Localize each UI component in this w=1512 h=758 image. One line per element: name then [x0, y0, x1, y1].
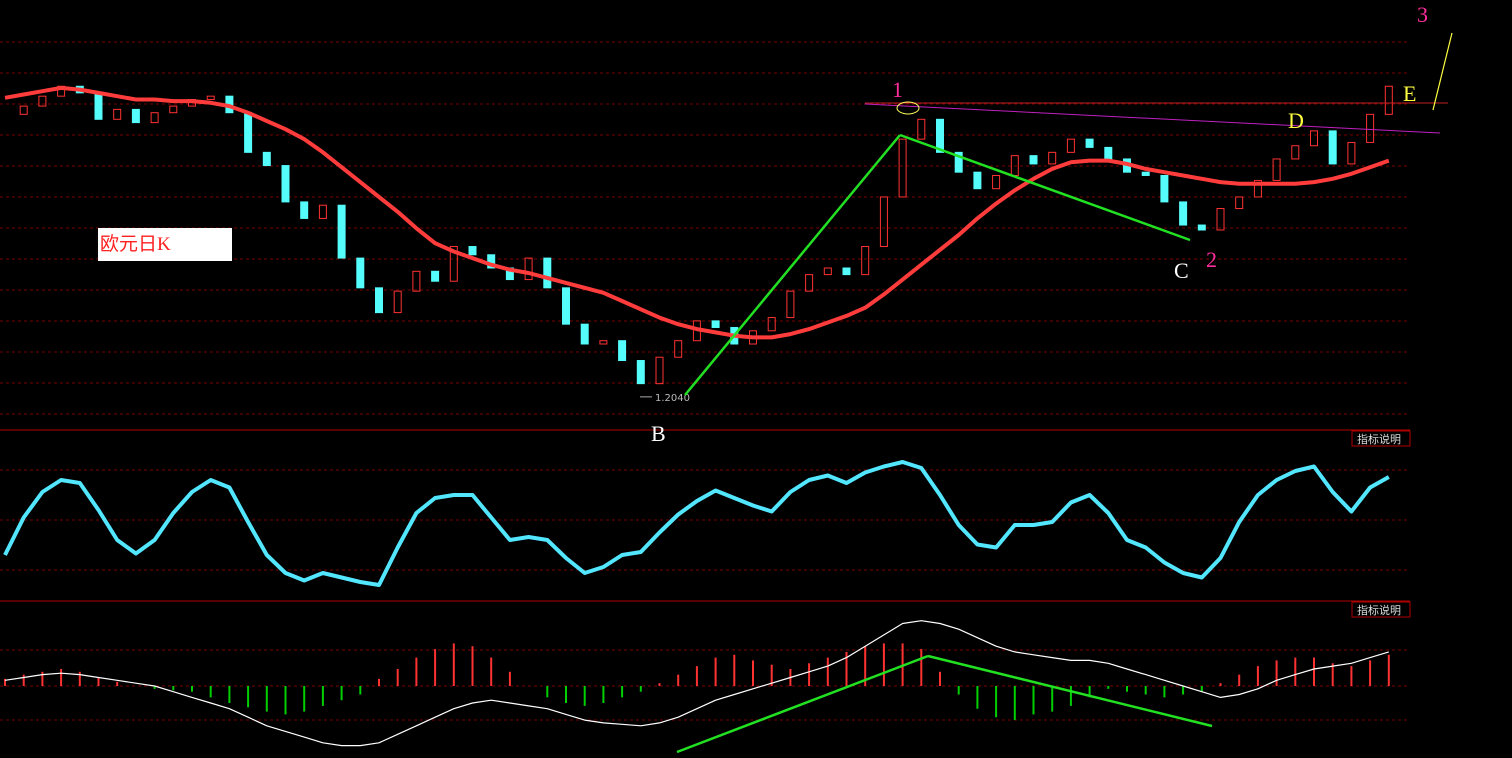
- candle: [1291, 145, 1300, 160]
- candle: [580, 323, 589, 345]
- candle: [94, 92, 103, 120]
- candle: [1141, 171, 1150, 176]
- grid: [0, 41, 1410, 721]
- chart-title: 欧元日K: [100, 233, 171, 255]
- trend-line: [899, 133, 1191, 242]
- candle: [562, 287, 570, 325]
- candle: [1328, 130, 1337, 165]
- trend-line: [1432, 32, 1453, 111]
- highlight-circle: [896, 101, 920, 115]
- candle: [1085, 138, 1094, 148]
- candle: [393, 290, 402, 314]
- marks: 1.2040: [3, 85, 1393, 747]
- wave-label: 3: [1417, 2, 1428, 27]
- candle: [1235, 196, 1244, 210]
- candle: [636, 360, 645, 385]
- wave-label: 2: [1206, 247, 1217, 272]
- wave-label: 1: [892, 77, 903, 102]
- candle: [318, 204, 327, 219]
- candle: [356, 257, 365, 289]
- wave-label: B: [651, 421, 666, 446]
- candle: [524, 257, 533, 281]
- candle: [468, 246, 477, 256]
- candle: [1253, 179, 1262, 198]
- candle: [1104, 146, 1113, 160]
- candle: [1310, 130, 1318, 147]
- candle: [861, 246, 870, 276]
- candle: [38, 95, 47, 107]
- candle: [786, 290, 795, 319]
- candle: [1347, 141, 1356, 165]
- candle: [1160, 174, 1169, 203]
- candle: [1029, 155, 1038, 165]
- candle: [412, 270, 421, 292]
- candle: [131, 108, 140, 124]
- oscillator-line: [3, 460, 1390, 587]
- trend-line: [927, 654, 1213, 728]
- candle: [879, 196, 888, 248]
- candle: [150, 112, 159, 124]
- candle: [898, 138, 907, 198]
- indicator-button[interactable]: [1351, 601, 1411, 618]
- candle: [1272, 158, 1281, 181]
- candle: [244, 112, 253, 153]
- trend-line: [684, 134, 901, 396]
- candle: [954, 151, 963, 173]
- candle: [19, 105, 28, 115]
- wave-label: D: [1288, 108, 1304, 133]
- candle: [936, 118, 944, 153]
- candle: [1366, 113, 1375, 143]
- wave-label: E: [1403, 81, 1416, 106]
- indicator-label[interactable]: 指标说明: [1357, 603, 1401, 617]
- macd-line: [4, 620, 1389, 747]
- candle: [1216, 208, 1225, 231]
- indicator-label[interactable]: 指标说明: [1357, 432, 1401, 446]
- title-box: [98, 228, 232, 261]
- candle: [206, 95, 215, 100]
- candle: [973, 171, 982, 190]
- candle: [805, 274, 814, 292]
- candle: [767, 317, 776, 332]
- moving-average: [4, 85, 1390, 340]
- candle: [1179, 201, 1188, 226]
- trend-line: [676, 654, 929, 754]
- candle: [375, 287, 383, 314]
- candle: [823, 267, 832, 276]
- candle: [169, 105, 178, 114]
- candle: [300, 201, 309, 219]
- resistance-line: [864, 103, 1441, 134]
- candle: [618, 340, 627, 362]
- candle: [281, 165, 290, 203]
- candle: [449, 246, 458, 282]
- candle: [543, 257, 552, 289]
- indicator-button[interactable]: [1351, 430, 1411, 447]
- candle: [599, 340, 608, 345]
- candle: [1197, 224, 1206, 231]
- wave-label: C: [1174, 258, 1189, 283]
- candle: [431, 270, 440, 282]
- candle: [1048, 151, 1057, 165]
- candle: [655, 356, 664, 385]
- candle: [113, 108, 122, 120]
- candle: [992, 174, 1001, 190]
- candle: [711, 320, 720, 328]
- low-label: 1.2040: [655, 393, 690, 404]
- candle: [917, 118, 926, 140]
- candle: [842, 267, 851, 276]
- candle: [337, 204, 346, 259]
- candle: [1384, 85, 1393, 115]
- candle: [674, 340, 683, 358]
- candle: [1066, 138, 1075, 153]
- candle: [262, 151, 271, 167]
